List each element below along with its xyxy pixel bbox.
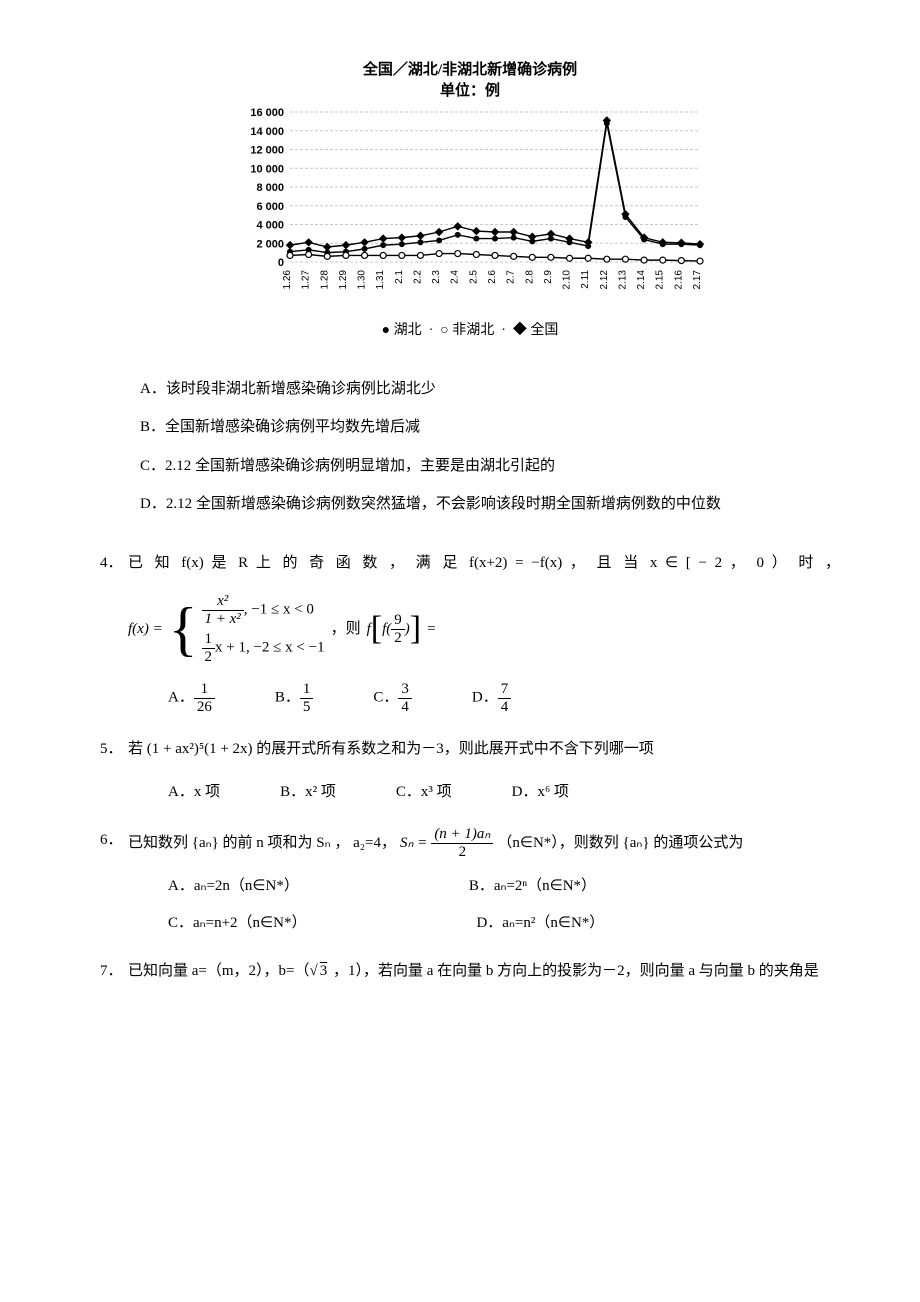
svg-text:2.13: 2.13 bbox=[617, 270, 628, 290]
q4-eq-end: = bbox=[427, 615, 435, 644]
q4-opt-c: C．34 bbox=[373, 681, 412, 715]
q6-num: 6． bbox=[100, 826, 128, 937]
svg-text:1.30: 1.30 bbox=[357, 270, 368, 290]
svg-text:2.1: 2.1 bbox=[394, 270, 405, 284]
svg-text:1.28: 1.28 bbox=[319, 270, 330, 290]
chart-legend: ● 湖北 · ○ 非湖北 · ◆ 全国 bbox=[100, 318, 840, 345]
q3-opt-c: C．2.12 全国新增感染确诊病例明显增加，主要是由湖北引起的 bbox=[140, 452, 840, 481]
svg-text:16 000: 16 000 bbox=[250, 107, 284, 119]
q4-num: 4． bbox=[100, 549, 128, 716]
q5-opt-a: A．x 项 bbox=[168, 778, 220, 807]
q5-options: A．x 项 B．x² 项 C．x³ 项 D．x⁶ 项 bbox=[168, 778, 840, 807]
svg-text:2.2: 2.2 bbox=[412, 270, 423, 284]
q4-then: ，则 bbox=[331, 615, 361, 644]
svg-text:0: 0 bbox=[278, 257, 284, 269]
svg-text:2.12: 2.12 bbox=[599, 270, 610, 290]
chart-block: 全国／湖北/非湖北新增确诊病例 单位：例 0 2 000 4 000 6 000 8 0… bbox=[100, 60, 840, 345]
line-chart: 0 2 000 4 000 6 000 8 000 10 000 12 000 14 000 1… bbox=[230, 102, 710, 312]
q6: 6． 已知数列 {aₙ} 的前 n 项和为 Sₙ ， a₂=4， Sₙ = (n… bbox=[100, 826, 840, 937]
q4-opt-d: D．74 bbox=[472, 681, 511, 715]
chart-title-2: 单位：例 bbox=[100, 81, 840, 102]
q6-options-row2: C．aₙ=n+2（n∈N*） D．aₙ=n²（n∈N*） bbox=[168, 909, 840, 938]
svg-text:1.29: 1.29 bbox=[338, 270, 349, 290]
q3-opt-a: A．该时段非湖北新增感染确诊病例比湖北少 bbox=[140, 375, 840, 404]
q4-piecewise-row: f(x) = { x²1 + x², −1 ≤ x < 0 12x + 1, −… bbox=[128, 593, 840, 665]
svg-text:2.10: 2.10 bbox=[562, 270, 573, 290]
svg-text:1.26: 1.26 bbox=[282, 270, 293, 290]
q5: 5． 若 (1 + ax²)⁵(1 + 2x) 的展开式所有系数之和为－3，则此… bbox=[100, 735, 840, 806]
q5-opt-d: D．x⁶ 项 bbox=[512, 778, 569, 807]
svg-text:2.8: 2.8 bbox=[524, 270, 535, 284]
q5-stem: 若 (1 + ax²)⁵(1 + 2x) 的展开式所有系数之和为－3，则此展开式… bbox=[128, 735, 840, 764]
fx-lhs: f(x) = bbox=[128, 615, 163, 644]
svg-text:1.31: 1.31 bbox=[375, 270, 386, 290]
q4-ff: f [ f(92) ] bbox=[367, 597, 422, 662]
svg-text:2.14: 2.14 bbox=[636, 270, 647, 290]
q4-stem-line1: 已 知 f(x) 是 R 上 的 奇 函 数 ， 满 足 f(x+2) = −f… bbox=[128, 549, 840, 578]
svg-text:2.17: 2.17 bbox=[692, 270, 703, 290]
svg-text:6 000: 6 000 bbox=[256, 201, 284, 213]
q6-stem: 已知数列 {aₙ} 的前 n 项和为 Sₙ ， a₂=4， Sₙ = (n + … bbox=[128, 826, 840, 860]
legend-nonhubei: ○ 非湖北 bbox=[440, 323, 494, 338]
svg-text:12 000: 12 000 bbox=[250, 145, 284, 157]
svg-text:2.9: 2.9 bbox=[543, 270, 554, 284]
case2: 12x + 1, −2 ≤ x < −1 bbox=[202, 631, 325, 665]
q7: 7． 已知向量 a=（m，2），b=（√3 ，1），若向量 a 在向量 b 方向… bbox=[100, 957, 840, 986]
q4-opt-b: B．15 bbox=[275, 681, 314, 715]
q5-num: 5． bbox=[100, 735, 128, 806]
chart-title-1: 全国／湖北/非湖北新增确诊病例 bbox=[100, 60, 840, 81]
q5-opt-b: B．x² 项 bbox=[280, 778, 336, 807]
svg-text:2.7: 2.7 bbox=[506, 270, 517, 284]
q4-opt-a: A．126 bbox=[168, 681, 215, 715]
q3-opt-b: B．全国新增感染确诊病例平均数先增后减 bbox=[140, 413, 840, 442]
svg-text:14 000: 14 000 bbox=[250, 126, 284, 138]
q7-num: 7． bbox=[100, 957, 128, 986]
svg-text:2.11: 2.11 bbox=[580, 270, 591, 289]
svg-text:2.3: 2.3 bbox=[431, 270, 442, 284]
svg-text:2.16: 2.16 bbox=[673, 270, 684, 290]
q3-opt-d: D．2.12 全国新增感染确诊病例数突然猛增，不会影响该段时期全国新增病例数的中… bbox=[140, 490, 840, 519]
q6-opt-c: C．aₙ=n+2（n∈N*） bbox=[168, 909, 306, 938]
svg-text:8 000: 8 000 bbox=[256, 182, 284, 194]
svg-text:2 000: 2 000 bbox=[256, 238, 284, 250]
svg-text:1.27: 1.27 bbox=[301, 270, 312, 290]
svg-text:10 000: 10 000 bbox=[250, 163, 284, 175]
legend-hubei: ● 湖北 bbox=[382, 323, 422, 338]
svg-text:4 000: 4 000 bbox=[256, 220, 284, 232]
q4-options: A．126 B．15 C．34 D．74 bbox=[168, 681, 840, 715]
q4: 4． 已 知 f(x) 是 R 上 的 奇 函 数 ， 满 足 f(x+2) =… bbox=[100, 549, 840, 716]
q7-stem: 已知向量 a=（m，2），b=（√3 ，1），若向量 a 在向量 b 方向上的投… bbox=[128, 957, 840, 986]
piecewise: { x²1 + x², −1 ≤ x < 0 12x + 1, −2 ≤ x <… bbox=[169, 593, 325, 665]
svg-text:2.5: 2.5 bbox=[468, 270, 479, 284]
legend-nation: ◆ 全国 bbox=[513, 323, 559, 338]
case1: x²1 + x², −1 ≤ x < 0 bbox=[202, 593, 325, 627]
q6-opt-d: D．aₙ=n²（n∈N*） bbox=[476, 909, 604, 938]
q6-options-row1: A．aₙ=2n（n∈N*） B．aₙ=2ⁿ（n∈N*） bbox=[168, 872, 840, 901]
q6-opt-b: B．aₙ=2ⁿ（n∈N*） bbox=[469, 872, 596, 901]
q5-opt-c: C．x³ 项 bbox=[396, 778, 452, 807]
svg-text:2.15: 2.15 bbox=[655, 270, 666, 290]
svg-text:2.4: 2.4 bbox=[450, 270, 461, 284]
svg-text:2.6: 2.6 bbox=[487, 270, 498, 284]
q6-opt-a: A．aₙ=2n（n∈N*） bbox=[168, 872, 299, 901]
q3-options: A．该时段非湖北新增感染确诊病例比湖北少 B．全国新增感染确诊病例平均数先增后减… bbox=[140, 375, 840, 519]
